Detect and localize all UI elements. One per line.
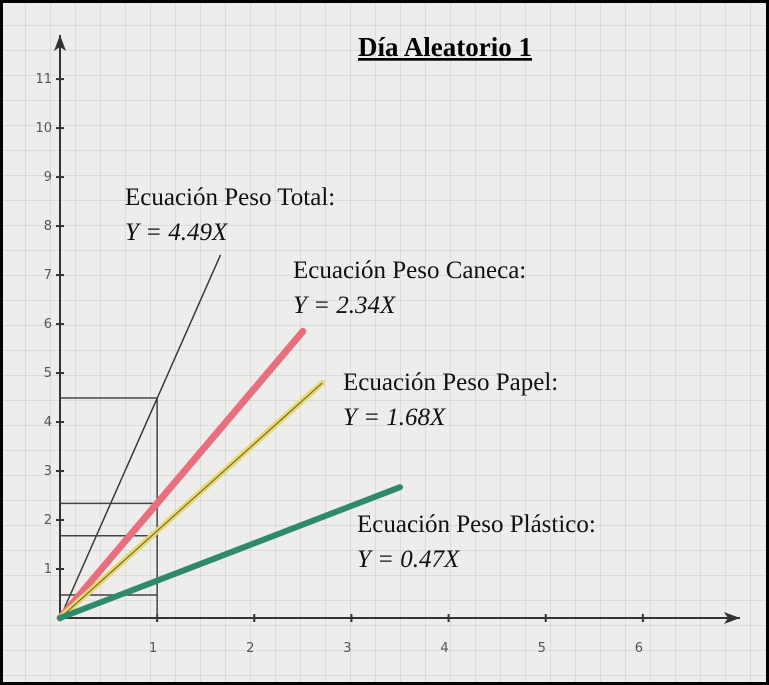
x-tick-label: 6: [635, 641, 643, 656]
x-tick-label: 5: [538, 641, 546, 656]
paper-grid: [0, 0, 769, 685]
y-tick-label: 2: [44, 513, 52, 528]
y-tick-label: 10: [35, 121, 52, 136]
x-tick-label: 3: [343, 641, 351, 656]
y-tick-label: 9: [44, 170, 52, 185]
annotation-label: Ecuación Peso Total:: [125, 184, 335, 211]
chart: Día Aleatorio 1 1 2 3 4 5 6 1 2 3 4 5 6 7 8 9 10 11 Ecuac…: [0, 0, 769, 685]
annotation-equation: Y = 0.47X: [357, 546, 461, 573]
x-tick-label: 2: [246, 641, 254, 656]
x-tick-label: 4: [440, 641, 448, 656]
annotation-equation: Y = 4.49X: [125, 219, 229, 246]
y-tick-label: 8: [44, 219, 52, 234]
y-tick-label: 7: [44, 268, 52, 283]
y-tick-label: 5: [44, 366, 52, 381]
annotation-label: Ecuación Peso Papel:: [343, 369, 558, 396]
y-tick-label: 4: [44, 415, 52, 430]
y-tick-label: 1: [44, 562, 52, 577]
y-tick-label: 6: [44, 317, 52, 332]
y-tick-label: 3: [44, 464, 52, 479]
annotation-equation: Y = 1.68X: [343, 404, 447, 431]
annotation-label: Ecuación Peso Caneca:: [293, 257, 526, 284]
annotation-equation: Y = 2.34X: [293, 292, 397, 319]
y-tick-label: 11: [35, 72, 52, 87]
x-tick-label: 1: [149, 641, 157, 656]
chart-title: Día Aleatorio 1: [358, 32, 532, 62]
annotation-label: Ecuación Peso Plástico:: [357, 511, 596, 538]
